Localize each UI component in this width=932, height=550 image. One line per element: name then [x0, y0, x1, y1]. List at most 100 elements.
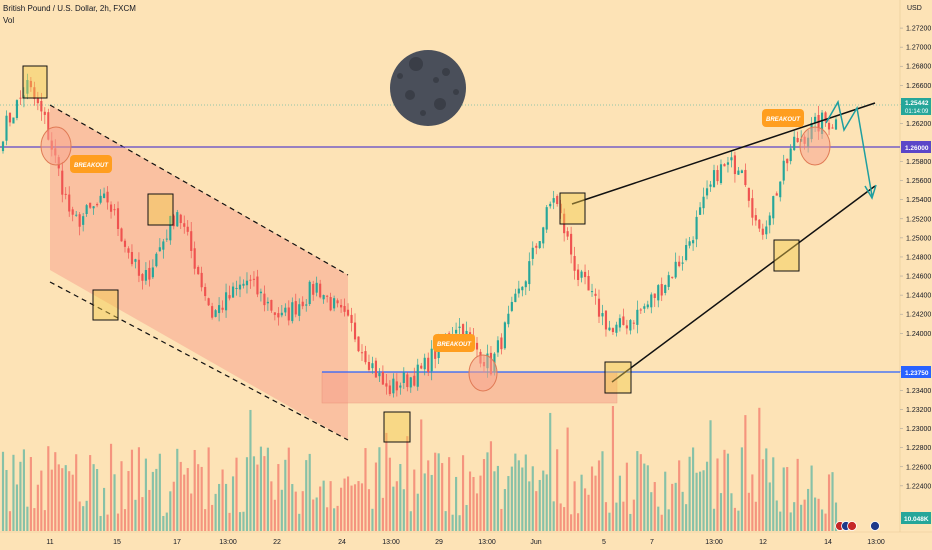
candle-body [40, 100, 43, 112]
volume-bar [340, 487, 343, 531]
volume-bar [22, 449, 25, 531]
candle-body [120, 228, 123, 242]
volume-bar [197, 464, 200, 531]
candle-body [730, 157, 733, 161]
price-tick-label: 1.27200 [906, 26, 931, 33]
candle-body [78, 214, 81, 227]
volume-bar [437, 453, 440, 531]
volume-bar [193, 449, 196, 531]
volume-bar [343, 478, 346, 531]
candle-body [772, 196, 775, 219]
volume-bar [723, 449, 726, 531]
volume-bar [221, 469, 224, 531]
candle-body [507, 313, 510, 325]
candle-body [667, 275, 670, 287]
candle-body [343, 305, 346, 312]
volume-bar [137, 447, 141, 531]
breakout-circle [799, 126, 831, 166]
volume-bar [1, 451, 5, 531]
candle-body [89, 202, 92, 208]
volume-bar [266, 447, 269, 531]
candle-body [374, 360, 378, 378]
volume-bar [611, 406, 615, 531]
volume-bar [629, 513, 632, 531]
volume-bar [496, 465, 499, 531]
volume-bar [427, 460, 430, 531]
candle-body [545, 207, 548, 230]
volume-bar [685, 504, 688, 531]
price-tick-label: 1.22600 [906, 464, 931, 471]
volume-bar [329, 481, 332, 531]
candle-body [629, 320, 632, 331]
candle-body [340, 304, 343, 308]
candle-body [249, 279, 252, 281]
volume-bar [298, 513, 301, 531]
volume-bar [127, 471, 130, 531]
candle-body [657, 285, 660, 301]
volume-bar [531, 466, 534, 531]
volume-bar [434, 452, 437, 531]
volume-bar [566, 427, 569, 531]
volume-bar [413, 469, 416, 531]
candle-body [399, 385, 402, 388]
volume-bar [719, 493, 723, 531]
candle-body [583, 271, 587, 278]
candle-body [646, 304, 649, 308]
candle-body [409, 377, 412, 388]
candle-body [758, 219, 761, 229]
pivot-box [383, 411, 411, 443]
candle-body [172, 215, 175, 227]
candle-body [510, 301, 513, 311]
candle-body [385, 383, 388, 387]
candle-body [827, 122, 831, 130]
candle-body [169, 215, 172, 241]
volume-bar [789, 512, 792, 531]
volume-bar [448, 457, 451, 531]
volume-bar [667, 509, 670, 531]
price-tick-label: 1.22400 [906, 483, 931, 490]
flag-icon [847, 521, 857, 531]
volume-bar [468, 471, 472, 531]
volume-bar [671, 483, 674, 531]
volume-bar [552, 501, 555, 531]
candle-body [577, 269, 580, 280]
candle-body [740, 170, 743, 173]
volume-bar [709, 420, 712, 531]
volume-bar [524, 454, 527, 531]
volume-bar [200, 466, 203, 531]
candle-body [768, 215, 771, 226]
candle-body [406, 374, 409, 388]
volume-bar [604, 502, 608, 531]
candle-body [322, 295, 325, 300]
time-tick-label: 14 [824, 539, 832, 546]
breakout-badge: BREAKOUT [70, 155, 112, 173]
volume-bar [92, 464, 95, 531]
candle-body [228, 295, 231, 299]
time-tick-label: 5 [602, 539, 606, 546]
candle-body [402, 372, 405, 383]
volume-bar [333, 508, 336, 531]
price-tick-label: 1.25800 [906, 159, 931, 166]
candle-body [127, 248, 130, 253]
volume-bar [123, 509, 127, 531]
volume-bar [507, 476, 510, 531]
volume-bar [444, 511, 447, 531]
volume-bar [583, 488, 587, 531]
candle-body [193, 248, 196, 269]
candle-body [517, 288, 520, 294]
candle-body [653, 293, 656, 298]
volume-bar [305, 460, 308, 531]
candle-body [130, 252, 134, 265]
volume-bar [211, 504, 214, 531]
candle-body [580, 271, 583, 278]
candle-body [280, 312, 283, 316]
candle-body [388, 385, 391, 395]
candle-body [570, 233, 573, 255]
volume-bar [176, 448, 179, 531]
volume-bar [259, 446, 262, 531]
candle-body [524, 281, 527, 288]
volume-bar [395, 481, 398, 531]
volume-bar [503, 489, 506, 531]
channel-upper-line [49, 104, 349, 276]
